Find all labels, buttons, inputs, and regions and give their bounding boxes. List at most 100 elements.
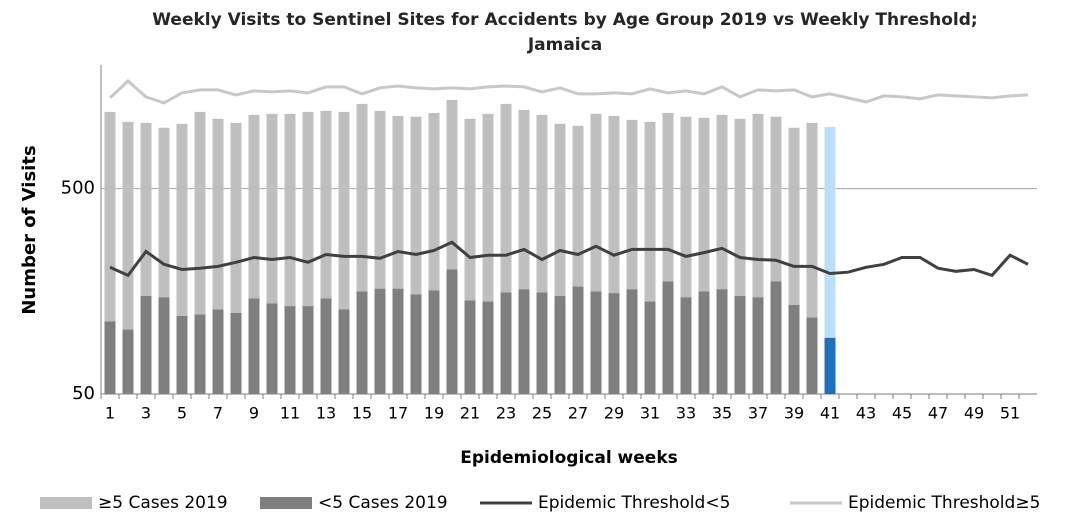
bar <box>482 301 494 394</box>
y-tick-label: 50 <box>72 383 95 404</box>
bar <box>770 281 782 394</box>
bar <box>122 329 134 394</box>
bar <box>284 113 296 307</box>
legend-label: Epidemic Threshold<5 <box>538 493 730 513</box>
bar <box>500 103 512 293</box>
bar <box>374 110 386 289</box>
x-tick-label: 49 <box>964 404 984 423</box>
bar <box>446 99 458 270</box>
bar <box>356 103 368 292</box>
bar <box>608 293 620 394</box>
x-tick-label: 21 <box>460 404 480 423</box>
bar <box>248 298 260 394</box>
bar <box>410 116 422 295</box>
y-axis-title: Number of Visits <box>19 145 40 314</box>
x-tick-label: 31 <box>640 404 660 423</box>
bar <box>788 127 800 305</box>
bar <box>194 111 206 315</box>
x-tick-label: 27 <box>568 404 588 423</box>
x-tick-label: 43 <box>856 404 876 423</box>
line-series <box>109 240 1029 278</box>
bar <box>320 298 332 394</box>
x-tick-label: 39 <box>784 404 804 423</box>
bar <box>266 113 278 304</box>
bar <box>698 291 710 394</box>
bar <box>806 122 818 318</box>
legend-label: ≥5 Cases 2019 <box>98 493 228 513</box>
bar <box>176 315 188 394</box>
x-tick-label: 9 <box>249 404 259 423</box>
bar <box>572 286 584 394</box>
x-tick-label: 3 <box>141 404 151 423</box>
bar <box>122 121 134 330</box>
bar <box>680 297 692 394</box>
bar <box>500 292 512 394</box>
x-tick-label: 25 <box>532 404 552 423</box>
x-tick-label: 15 <box>352 404 372 423</box>
chart-title: Weekly Visits to Sentinel Sites for Acci… <box>152 10 978 55</box>
x-tick-label: 19 <box>424 404 444 423</box>
x-tick-label: 13 <box>316 404 336 423</box>
legend-swatch <box>260 497 312 509</box>
bar <box>320 110 332 299</box>
bar <box>806 317 818 394</box>
bar <box>626 119 638 290</box>
bar <box>716 289 728 394</box>
bar <box>626 289 638 394</box>
bar <box>608 115 620 294</box>
bar <box>698 117 710 292</box>
x-axis-title: Epidemiological weeks <box>460 448 678 468</box>
bar <box>158 127 170 298</box>
bar <box>590 113 602 292</box>
bar <box>536 114 548 293</box>
bar <box>230 312 242 394</box>
bar <box>302 306 314 394</box>
bar <box>302 111 314 307</box>
bar <box>338 309 350 394</box>
bar <box>194 314 206 394</box>
bar <box>464 300 476 394</box>
line-series <box>108 78 1029 105</box>
bar <box>716 114 728 290</box>
x-tick-label: 23 <box>496 404 516 423</box>
bar <box>824 126 836 338</box>
bar <box>752 297 764 394</box>
x-tick-label: 37 <box>748 404 768 423</box>
bar <box>338 111 350 310</box>
bar <box>554 123 566 297</box>
bar <box>230 122 242 313</box>
bar <box>374 288 386 394</box>
y-tick-label: 500 <box>61 178 95 199</box>
bar <box>482 113 494 302</box>
bar <box>788 304 800 394</box>
bar <box>212 309 224 394</box>
x-tick-label: 17 <box>388 404 408 423</box>
bar <box>176 123 188 316</box>
x-tick-label: 47 <box>928 404 948 423</box>
bar <box>680 116 692 298</box>
bar <box>824 337 836 394</box>
bar <box>410 294 422 394</box>
bar <box>266 303 278 394</box>
bar <box>140 122 152 297</box>
legend-label: <5 Cases 2019 <box>318 493 448 513</box>
bar <box>392 288 404 394</box>
x-tick-label: 33 <box>676 404 696 423</box>
x-tick-label: 45 <box>892 404 912 423</box>
bar <box>248 114 260 299</box>
bar <box>662 281 674 394</box>
bar <box>104 111 116 322</box>
legend-swatch <box>40 497 92 509</box>
bar <box>428 112 440 291</box>
x-tick-label: 1 <box>105 404 115 423</box>
bar <box>392 115 404 289</box>
bar <box>572 125 584 287</box>
bar <box>140 296 152 394</box>
x-tick-label: 7 <box>213 404 223 423</box>
x-tick-label: 41 <box>820 404 840 423</box>
bar <box>518 109 530 290</box>
bar <box>158 297 170 394</box>
bar <box>554 296 566 394</box>
bar <box>752 113 764 298</box>
